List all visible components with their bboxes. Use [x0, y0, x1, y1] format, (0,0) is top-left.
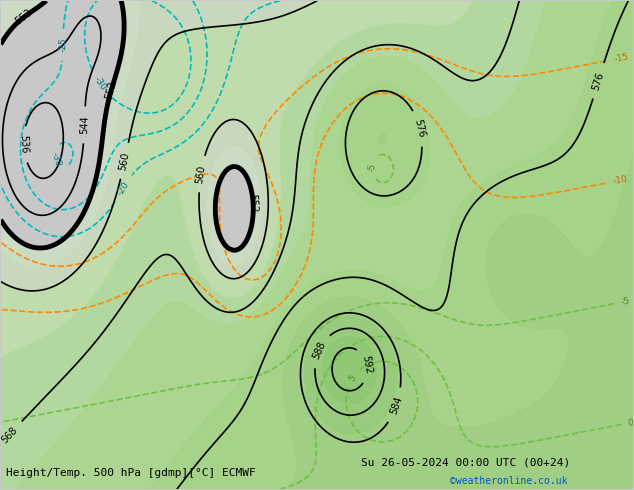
- Text: 552: 552: [104, 80, 119, 101]
- Text: 560: 560: [118, 151, 131, 171]
- Text: 588: 588: [311, 340, 327, 361]
- Text: Height/Temp. 500 hPa [gdmp][°C] ECMWF: Height/Temp. 500 hPa [gdmp][°C] ECMWF: [6, 468, 256, 478]
- Text: -30: -30: [92, 75, 108, 93]
- Text: 560: 560: [195, 164, 207, 184]
- Text: 552: 552: [247, 194, 259, 213]
- Text: -10: -10: [612, 174, 629, 186]
- Text: Su 26-05-2024 00:00 UTC (00+24): Su 26-05-2024 00:00 UTC (00+24): [361, 458, 571, 468]
- Text: ©weatheronline.co.uk: ©weatheronline.co.uk: [450, 476, 567, 486]
- Text: 576: 576: [413, 118, 427, 139]
- Text: 5: 5: [347, 373, 358, 383]
- Text: -15: -15: [614, 52, 630, 64]
- Text: 592: 592: [360, 355, 373, 375]
- Text: -5: -5: [368, 163, 377, 172]
- Text: 568: 568: [0, 425, 19, 445]
- Text: -25: -25: [58, 37, 68, 52]
- Text: -5: -5: [621, 296, 631, 307]
- Text: 0: 0: [628, 417, 634, 427]
- Text: 584: 584: [389, 395, 404, 416]
- Text: 536: 536: [18, 135, 29, 154]
- Text: -30: -30: [49, 151, 62, 168]
- Text: 576: 576: [591, 71, 606, 91]
- Text: 552: 552: [13, 7, 34, 27]
- Text: -20: -20: [115, 180, 131, 197]
- Text: 544: 544: [79, 116, 90, 134]
